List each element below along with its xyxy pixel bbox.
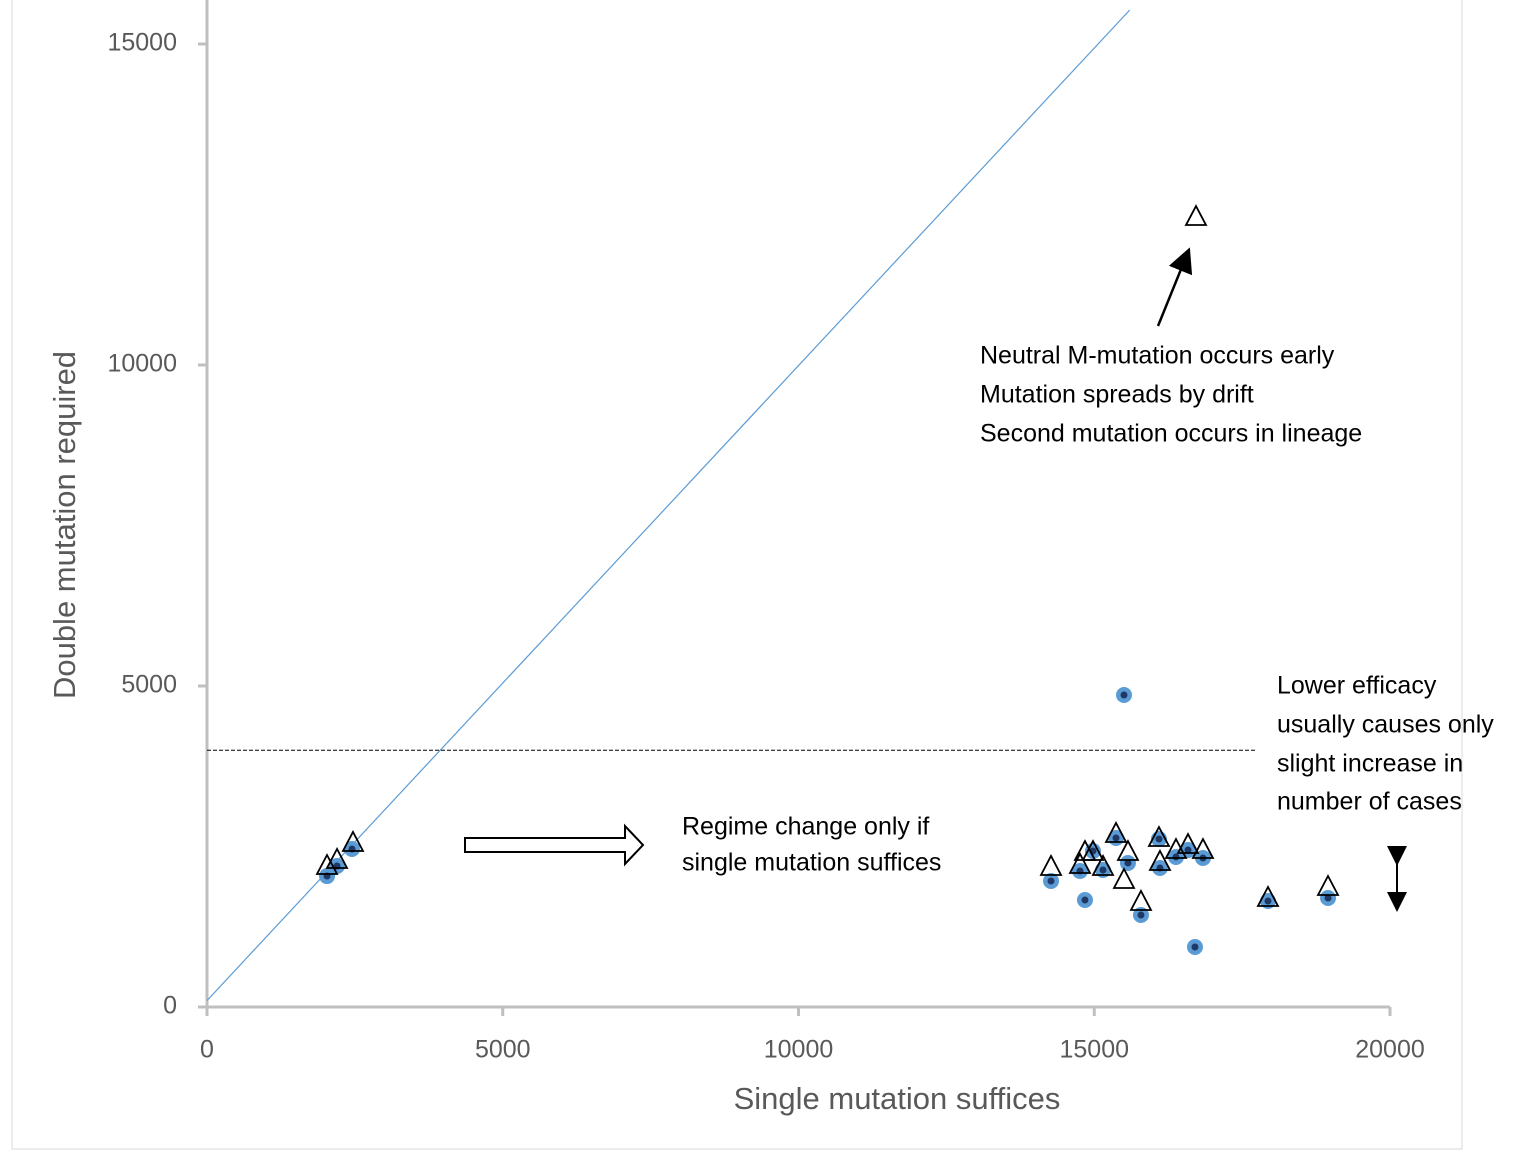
y-tick-label: 5000 [121,671,177,699]
point-center [1155,835,1163,843]
point-center [1099,866,1107,874]
y-tick-label: 15000 [107,29,177,57]
triangle-point [341,830,365,852]
y-axis-title: Double mutation required [47,351,82,699]
triangle-point [1176,832,1200,854]
triangle-point [1068,852,1092,874]
x-tick-label: 5000 [475,1036,531,1064]
triangle-point [1081,839,1105,861]
point [1320,889,1337,906]
triangle-point [315,853,339,875]
point-center [1124,859,1132,867]
annotation: usually causes only [1277,711,1494,739]
triangle-point [1256,885,1280,907]
y-tick-label: 0 [163,992,177,1020]
triangle-point [325,847,349,869]
point-center [1137,911,1145,919]
arrow [1156,247,1193,327]
triangle-point [1191,837,1215,859]
diagonal-line [207,9,1131,1001]
point-center [1324,894,1332,902]
annotation: Second mutation occurs in lineage [980,420,1362,448]
point-center [1191,943,1199,951]
triangle-point [1091,854,1115,876]
point [1043,872,1060,889]
point-center [1172,853,1180,861]
triangle-point [1104,821,1128,843]
x-tick-label: 0 [200,1036,214,1064]
point [1186,938,1203,955]
point [1116,686,1133,703]
triangle-point [1039,854,1063,876]
triangle-point [1112,867,1136,889]
triangle-point [1184,204,1208,226]
x-axis-title: Single mutation suffices [734,1081,1061,1116]
point-center [1184,846,1192,854]
chart-border [11,0,1463,1150]
point-center [1081,896,1089,904]
triangle-point [1147,825,1171,847]
triangle-point [1148,849,1172,871]
point [1095,861,1112,878]
point-center [1264,897,1272,905]
annotation: number of cases [1277,788,1462,816]
plot-area: 0 5000 10000 15000 0 5000 10000 15000 20000 [107,0,1425,1064]
x-tick-label: 10000 [764,1036,834,1064]
point [1076,891,1093,908]
point [1119,854,1136,871]
point-center [1120,691,1128,699]
point-center [1112,834,1120,842]
point-center [1047,877,1055,885]
y-tick-label: 10000 [107,350,177,378]
point [1259,893,1276,910]
x-tick-label: 15000 [1059,1036,1129,1064]
annotation: Regime change only if [682,813,929,841]
annotation: slight increase in [1277,750,1463,778]
triangle-point [1316,874,1340,896]
x-tick-label: 20000 [1355,1036,1425,1064]
annotation: Neutral M-mutation occurs early [980,342,1335,370]
triangle-point [1116,839,1140,861]
annotation: Mutation spreads by drift [980,381,1254,409]
triangle-point [1129,889,1153,911]
block-arrow [464,823,645,867]
annotation: Lower efficacy [1277,672,1437,700]
point [1132,907,1149,924]
annotation: single mutation suffices [682,849,941,877]
